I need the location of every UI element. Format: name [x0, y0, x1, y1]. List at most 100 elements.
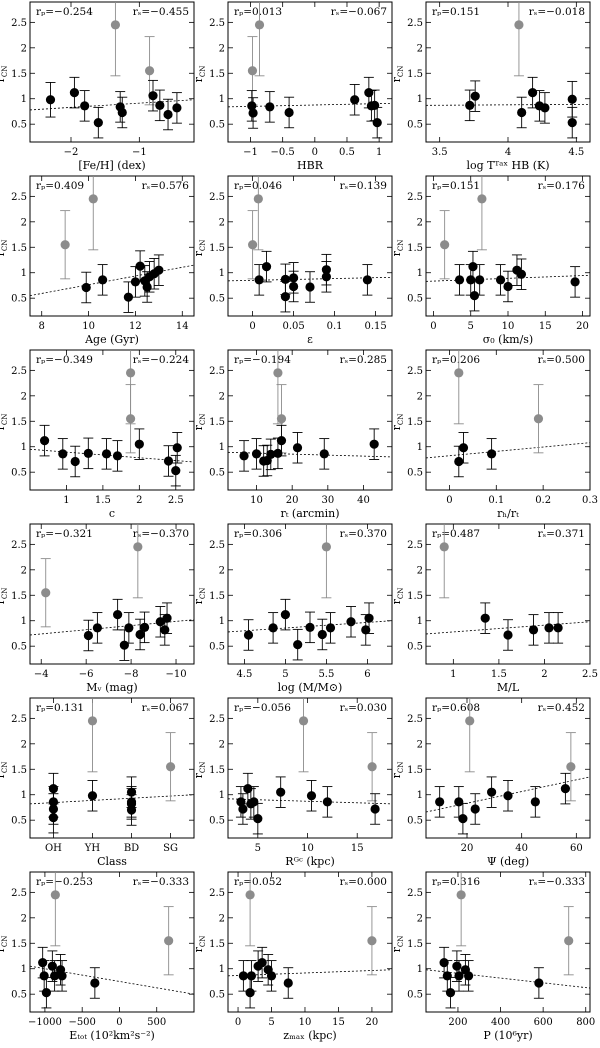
y-tick-label: 1.5: [209, 417, 225, 428]
x-tick-label: 1: [450, 669, 456, 680]
y-tick-label: 1: [219, 790, 225, 801]
data-point: [495, 275, 506, 285]
panel-frame: [29, 871, 195, 1013]
data-point: [60, 240, 70, 250]
y-axis-label-main: r: [390, 250, 403, 256]
y-tick-label: 0.5: [11, 294, 27, 305]
y-tick-label: 0.5: [11, 468, 27, 479]
y-axis-label: rCN: [192, 936, 207, 953]
y-axis-label-main: r: [390, 76, 403, 82]
data-point: [81, 282, 91, 293]
y-tick-label: 1.5: [11, 243, 27, 254]
y-tick-label: 1: [21, 442, 27, 453]
y-tick-label: 1: [417, 964, 423, 975]
x-tick-label: −1: [132, 147, 147, 158]
x-tick-label: 1.5: [95, 495, 111, 506]
panel-plot-area: [30, 176, 194, 313]
panel-frame: [227, 349, 393, 491]
spearman-label: rₛ=0.030: [340, 702, 387, 714]
y-tick-label: 2.5: [11, 714, 27, 725]
spearman-label: rₛ=−0.018: [529, 6, 585, 18]
x-tick-label: 10: [250, 495, 263, 506]
y-tick-label: 2.5: [11, 18, 27, 29]
x-tick-label: 10: [82, 321, 95, 332]
panel-plot-area: [426, 524, 590, 651]
data-point: [273, 448, 283, 458]
panel-frame: [227, 175, 393, 317]
data-point: [370, 100, 380, 110]
data-point: [163, 109, 173, 120]
data-point: [475, 275, 485, 285]
data-point: [57, 971, 67, 981]
x-tick-label: OH: [45, 843, 62, 854]
panel-eps: 0.511.522.5rCN00.050.10.15εrₚ=0.046rₛ=0.…: [192, 175, 393, 346]
y-tick-label: 0.5: [407, 990, 423, 1001]
x-tick-label: 20: [286, 495, 299, 506]
data-point: [289, 281, 299, 292]
data-point: [261, 262, 272, 272]
spearman-label: rₛ=0.000: [340, 876, 387, 888]
y-tick-label: 1: [21, 616, 27, 627]
data-point: [280, 610, 290, 620]
y-axis-label: rCN: [0, 936, 9, 953]
panel-frame: [29, 175, 195, 317]
data-point: [567, 94, 577, 104]
x-tick-label: 0: [235, 1017, 241, 1028]
x-tick-label: 0: [249, 321, 255, 332]
data-point: [88, 194, 98, 204]
data-point: [487, 787, 497, 797]
y-tick-label: 2: [21, 739, 27, 750]
panel-frame: [227, 1, 393, 143]
x-tick-label: 0.1: [327, 321, 343, 332]
y-tick-label: 1: [21, 268, 27, 279]
x-tick-label: 10: [299, 1017, 312, 1028]
data-point: [321, 542, 331, 552]
data-point: [350, 95, 360, 105]
x-axis-label: M/L: [497, 681, 520, 694]
y-tick-label: 2.5: [11, 540, 27, 551]
x-tick-label: 20: [366, 1017, 379, 1028]
x-tick-label: 5: [268, 1017, 274, 1028]
data-point: [253, 814, 263, 824]
data-point: [101, 449, 112, 459]
data-point: [503, 791, 513, 801]
y-tick-label: 1.5: [209, 69, 225, 80]
x-tick-label: 15: [539, 321, 552, 332]
y-tick-label: 2.5: [407, 714, 423, 725]
x-tick-label: −500: [68, 1017, 95, 1028]
data-point: [361, 625, 371, 635]
x-tick-label: 0.05: [282, 321, 304, 332]
data-point: [92, 623, 102, 633]
data-point: [155, 100, 165, 110]
data-point: [246, 799, 256, 809]
data-point: [435, 797, 445, 807]
data-point: [130, 277, 141, 287]
data-point: [47, 961, 57, 971]
y-tick-label: 1: [219, 94, 225, 105]
x-axis-label: Age (Gyr): [84, 333, 139, 346]
fit-line: [228, 102, 392, 108]
data-point: [470, 91, 480, 101]
y-axis-label: rCN: [0, 762, 9, 779]
panel-frame: [29, 523, 195, 665]
spearman-label: rₛ=−0.370: [133, 528, 189, 540]
x-tick-label: 0: [430, 321, 436, 332]
data-point: [477, 194, 487, 204]
y-axis-label-sub: CN: [199, 66, 207, 77]
x-tick-label: 15: [332, 1017, 345, 1028]
pearson-label: rₚ=−0.321: [36, 528, 93, 540]
panel-zmax: 0.5 1 1.5 2 2.5 rCN 0 5 10 15 20 zₘₐₓ (kpc) rₚ=0.052…: [192, 871, 393, 1042]
data-point: [243, 630, 254, 640]
pearson-label: rₚ=0.409: [36, 180, 84, 192]
y-tick-label: 2: [21, 565, 27, 576]
y-tick-label: 1: [219, 268, 225, 279]
x-tick-label: BD: [124, 843, 139, 854]
data-point: [83, 630, 94, 641]
data-point: [468, 262, 478, 272]
x-tick-label: 2: [136, 495, 142, 506]
data-point: [454, 971, 464, 981]
data-point: [362, 275, 372, 285]
spearman-label: rₛ=0.500: [538, 354, 585, 366]
x-tick-label: 2.5: [168, 495, 184, 506]
panel-plot-area: [228, 350, 392, 477]
